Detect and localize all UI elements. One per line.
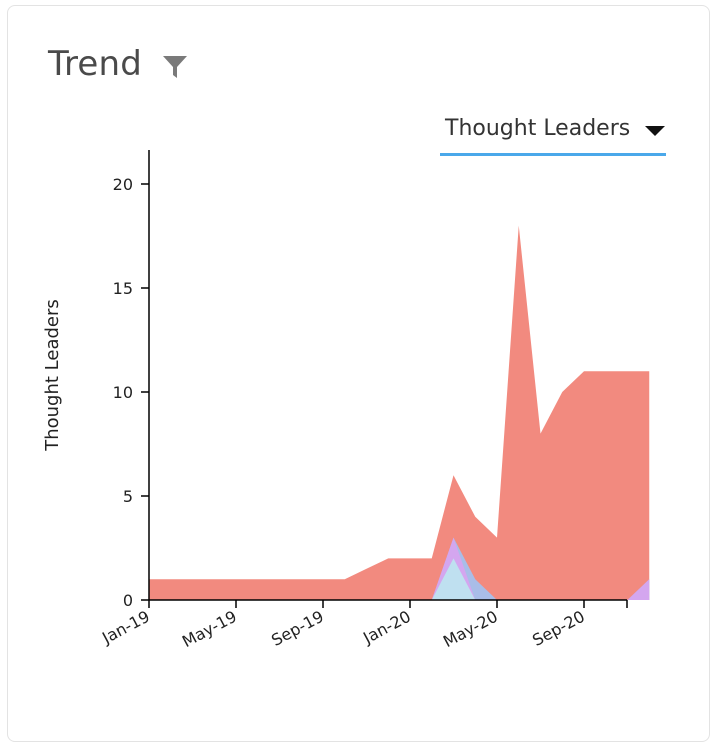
x-tick-label-5: Sep-20 bbox=[529, 607, 588, 650]
y-tick-label-15: 15 bbox=[113, 279, 133, 298]
y-tick-label-20: 20 bbox=[113, 175, 133, 194]
area-layers bbox=[149, 225, 650, 600]
y-tick-label-0: 0 bbox=[123, 591, 133, 610]
caret-down-icon bbox=[645, 126, 665, 136]
y-axis-label: Thought Leaders bbox=[42, 299, 63, 452]
x-tick-label-1: May-19 bbox=[179, 607, 240, 651]
x-tick-label-3: Jan-20 bbox=[359, 607, 414, 648]
filter-icon[interactable] bbox=[162, 55, 188, 79]
x-tick-label-4: May-20 bbox=[440, 607, 501, 651]
y-tick-label-10: 10 bbox=[113, 383, 133, 402]
x-tick-label-0: Jan-19 bbox=[98, 607, 153, 648]
card-title: Trend bbox=[48, 44, 143, 84]
y-tick-label-5: 5 bbox=[123, 487, 133, 506]
area-series-4 bbox=[149, 225, 650, 600]
x-tick-label-2: Sep-19 bbox=[268, 607, 327, 650]
dropdown-selected-label: Thought Leaders bbox=[445, 116, 631, 141]
metric-dropdown[interactable]: Thought Leaders bbox=[440, 112, 666, 156]
